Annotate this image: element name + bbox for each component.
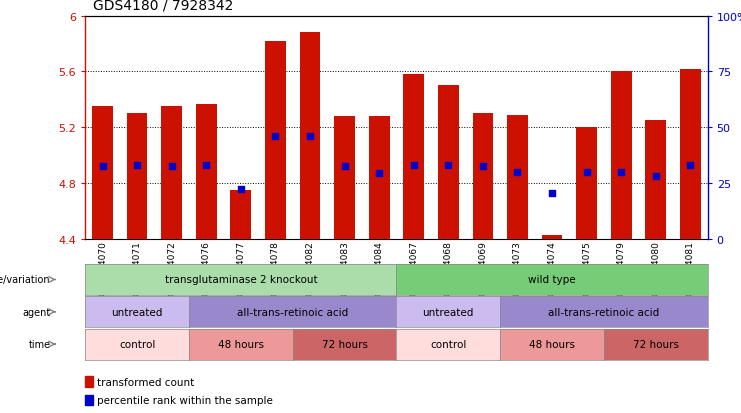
Bar	[196, 104, 216, 240]
Point	[131, 162, 143, 169]
Text: all-trans-retinoic acid: all-trans-retinoic acid	[548, 307, 659, 317]
Bar	[265, 42, 286, 240]
Bar	[473, 114, 494, 240]
Text: transglutaminase 2 knockout: transglutaminase 2 knockout	[165, 275, 317, 285]
Point	[200, 162, 212, 169]
Text: control: control	[430, 339, 467, 349]
Point	[408, 162, 419, 169]
Point	[477, 164, 489, 171]
Point	[304, 133, 316, 140]
Bar	[85, 395, 93, 405]
Bar	[438, 86, 459, 240]
Bar	[369, 117, 390, 240]
Bar	[542, 235, 562, 240]
Text: time: time	[28, 339, 50, 349]
Bar	[299, 33, 320, 240]
Point	[166, 164, 178, 171]
Text: 48 hours: 48 hours	[218, 339, 264, 349]
Bar	[127, 114, 147, 240]
Text: wild type: wild type	[528, 275, 576, 285]
Bar	[680, 69, 701, 240]
Text: percentile rank within the sample: percentile rank within the sample	[98, 395, 273, 405]
Point	[511, 169, 523, 176]
Point	[235, 186, 247, 193]
Bar	[611, 72, 631, 240]
Bar	[162, 107, 182, 240]
Text: genotype/variation: genotype/variation	[0, 275, 50, 285]
Point	[373, 171, 385, 177]
Point	[96, 164, 108, 171]
Point	[442, 162, 454, 169]
Bar	[334, 117, 355, 240]
Point	[615, 169, 627, 176]
Point	[270, 133, 282, 140]
Bar	[92, 107, 113, 240]
Text: GDS4180 / 7928342: GDS4180 / 7928342	[93, 0, 233, 12]
Bar	[576, 128, 597, 240]
Point	[581, 169, 593, 176]
Point	[546, 190, 558, 197]
Bar	[85, 376, 93, 387]
Text: 72 hours: 72 hours	[322, 339, 368, 349]
Text: 48 hours: 48 hours	[529, 339, 575, 349]
Point	[339, 164, 350, 171]
Text: agent: agent	[22, 307, 50, 317]
Point	[685, 162, 697, 169]
Text: 72 hours: 72 hours	[633, 339, 679, 349]
Text: untreated: untreated	[111, 307, 163, 317]
Bar	[645, 121, 666, 240]
Text: untreated: untreated	[422, 307, 474, 317]
Text: all-trans-retinoic acid: all-trans-retinoic acid	[237, 307, 348, 317]
Text: control: control	[119, 339, 156, 349]
Point	[650, 173, 662, 180]
Bar	[230, 191, 251, 240]
Text: transformed count: transformed count	[98, 377, 195, 387]
Bar	[507, 116, 528, 240]
Bar	[403, 75, 424, 240]
